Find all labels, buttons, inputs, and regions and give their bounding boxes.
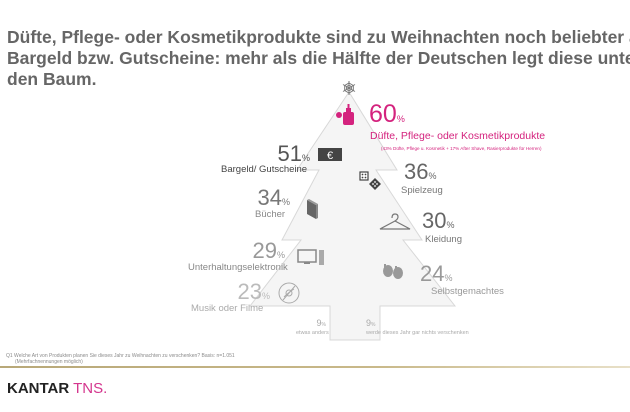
item-spielzeug: 36% [404, 161, 437, 184]
label-nichts: werde dieses Jahr gar nichts verschenken [366, 330, 469, 336]
item-bargeld: 51% [262, 141, 311, 166]
label-etwas-anders: etwas anders [296, 330, 329, 336]
label-kleidung: Kleidung [425, 234, 462, 245]
tree-shape [248, 91, 457, 341]
footnote: Q1 Welche Art von Produkten planen Sie d… [6, 353, 235, 365]
pct-sign: % [321, 322, 326, 328]
perfume-icon [336, 104, 354, 125]
book-icon [307, 199, 318, 219]
footnote-note: (Mehrfachnennungen möglich) [15, 359, 83, 365]
label-bargeld: Bargeld/ Gutscheine [221, 164, 308, 175]
value-spielzeug: 36 [404, 159, 429, 184]
cd-icon [278, 282, 300, 304]
item-perfume: 60% [369, 100, 405, 128]
label-spielzeug: Spielzeug [401, 185, 443, 196]
footnote-question: Q1 Welche Art von Produkten planen Sie d… [6, 353, 235, 359]
kantar-tns-logo: KANTAR TNS. [7, 380, 107, 397]
label-selbstgemacht: Selbstgemachtes [431, 286, 504, 297]
value-musik: 23 [237, 279, 262, 304]
value-nichts: 9 [366, 318, 372, 328]
note-perfume: (43% Düfte, Pflege u. Kosmetik + 17% Aft… [381, 146, 542, 151]
value-buecher: 34 [257, 185, 282, 210]
hands-icon [383, 264, 403, 279]
pct-sign: % [428, 171, 437, 181]
headline-line-1: Düfte, Pflege- oder Kosmetikprodukte sin… [7, 27, 630, 47]
dice-icon [359, 171, 381, 190]
pct-sign: % [396, 114, 405, 124]
item-elektronik: 29% [240, 238, 286, 263]
value-elektronik: 29 [252, 238, 277, 263]
label-musik: Musik oder Filme [191, 303, 264, 314]
euro-icon: € [318, 148, 342, 162]
pct-sign: % [371, 322, 376, 328]
label-elektronik: Unterhaltungselektronik [188, 262, 288, 273]
value-etwas-anders: 9 [316, 318, 322, 328]
pct-sign: % [301, 153, 310, 163]
item-kleidung: 30% [422, 210, 455, 233]
value-kleidung: 30 [422, 208, 447, 233]
logo-kantar: KANTAR [7, 380, 70, 397]
headline: Düfte, Pflege- oder Kosmetikprodukte sin… [7, 27, 630, 90]
label-buecher: Bücher [255, 209, 286, 220]
item-selbstgemacht: 24% [420, 263, 453, 286]
item-etwas-anders: 9% [300, 318, 326, 328]
headline-line-3: den Baum. [7, 69, 97, 89]
pct-sign: % [444, 273, 453, 283]
svg-text:€: € [327, 150, 333, 162]
label-perfume: Düfte, Pflege- oder Kosmetikprodukte [370, 130, 546, 142]
value-selbstgemacht: 24 [420, 261, 445, 286]
item-nichts: 9% [366, 318, 375, 328]
hanger-icon [379, 213, 411, 230]
pct-sign: % [261, 291, 270, 301]
computer-icon [297, 249, 324, 265]
snowflake-icon [342, 81, 356, 95]
value-perfume: 60 [369, 100, 397, 128]
pct-sign: % [446, 220, 455, 230]
item-musik: 23% [220, 279, 271, 304]
pct-sign: % [276, 250, 285, 260]
pct-sign: % [281, 197, 290, 207]
logo-tns: TNS. [73, 380, 108, 397]
divider-line [0, 366, 630, 368]
item-buecher: 34% [250, 185, 291, 210]
value-bargeld: 51 [277, 141, 302, 166]
headline-line-2: Bargeld bzw. Gutscheine: mehr als die Hä… [7, 48, 630, 68]
